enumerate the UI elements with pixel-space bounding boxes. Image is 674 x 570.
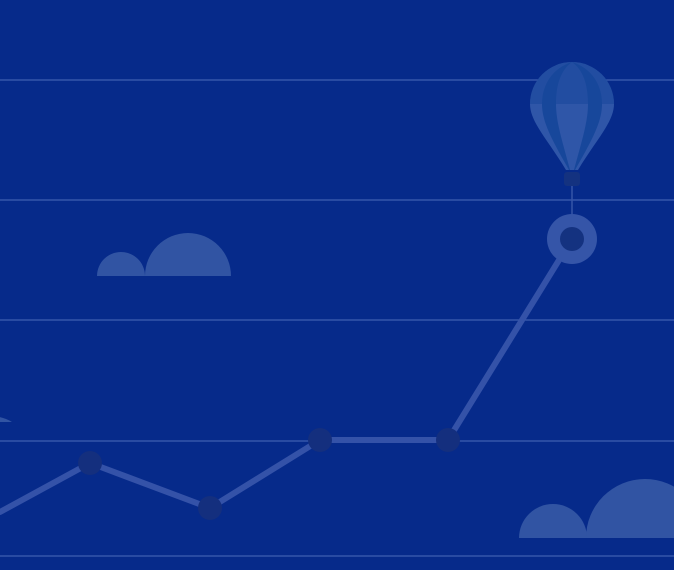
- trend-points: [78, 428, 460, 520]
- peak-point: [547, 214, 597, 264]
- cloud-icon: [0, 417, 12, 422]
- clouds: [0, 233, 674, 538]
- peak-point-core: [560, 227, 584, 251]
- data-point: [436, 428, 460, 452]
- trend-line: [0, 236, 575, 515]
- hot-air-balloon-icon: [530, 62, 614, 186]
- data-point: [308, 428, 332, 452]
- balloon-top: [530, 62, 614, 104]
- data-point: [198, 496, 222, 520]
- cloud-icon: [519, 479, 674, 538]
- cloud-icon: [97, 233, 231, 276]
- data-point: [78, 451, 102, 475]
- balloon-basket: [564, 172, 580, 186]
